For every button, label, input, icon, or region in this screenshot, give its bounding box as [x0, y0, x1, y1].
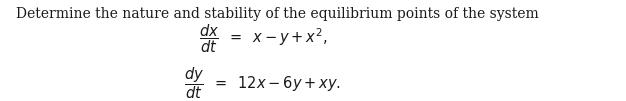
Text: $\dfrac{dx}{dt} \;\;=\;\; x - y + x^2,$: $\dfrac{dx}{dt} \;\;=\;\; x - y + x^2,$	[198, 22, 327, 55]
Text: $\dfrac{dy}{dt} \;\;=\;\; 12x - 6y + xy.$: $\dfrac{dy}{dt} \;\;=\;\; 12x - 6y + xy.…	[185, 65, 341, 101]
Text: Determine the nature and stability of the equilibrium points of the system: Determine the nature and stability of th…	[16, 7, 538, 21]
